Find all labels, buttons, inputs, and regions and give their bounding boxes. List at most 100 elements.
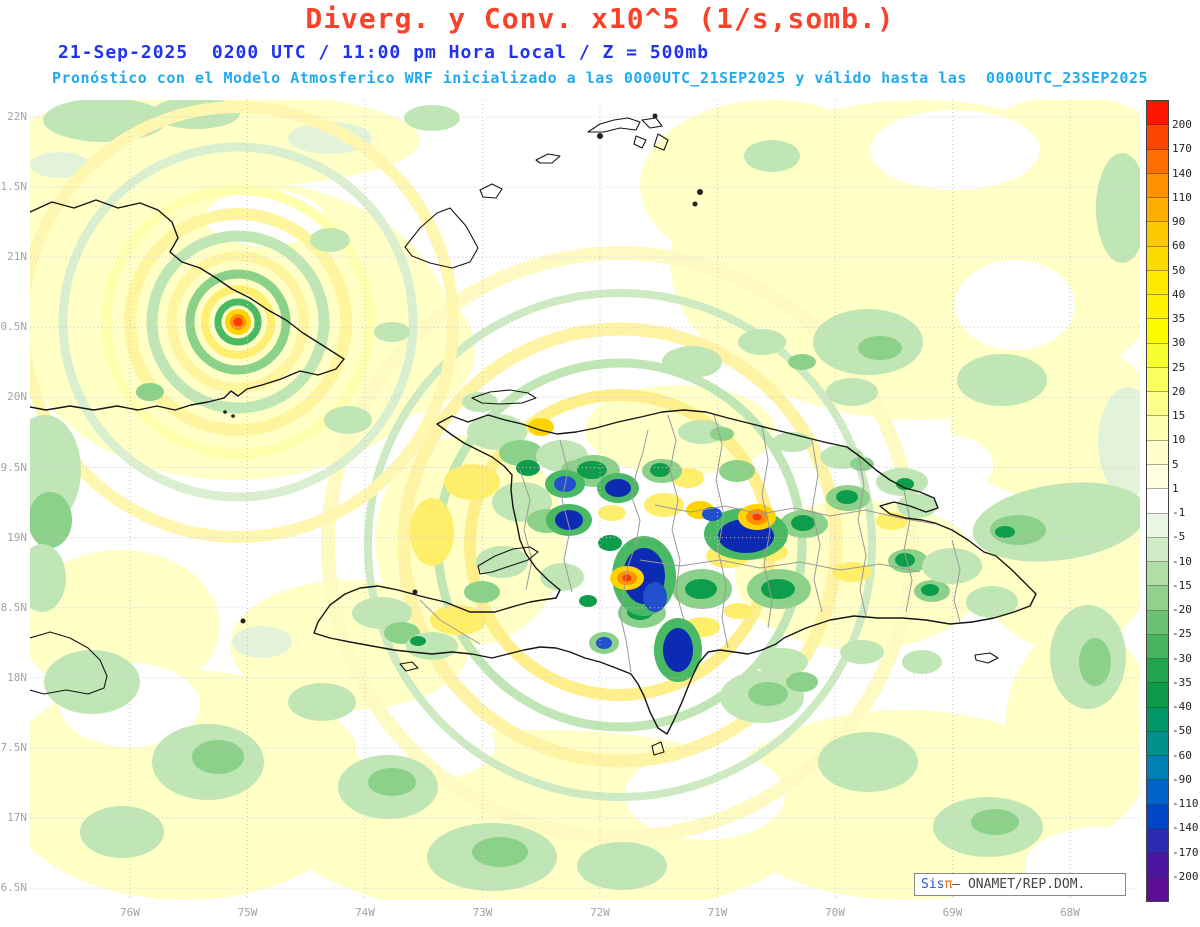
- lat-tick-label: 17N: [7, 811, 27, 824]
- colorbar-tick-label: -1: [1172, 506, 1186, 520]
- lon-tick-label: 75W: [237, 906, 258, 919]
- colorbar-segment: [1147, 125, 1168, 150]
- attribution-brand: Sis: [921, 877, 945, 892]
- colorbar-segment: [1147, 246, 1168, 271]
- coastlines-layer: [30, 113, 1037, 756]
- colorbar-segment: [1147, 756, 1168, 781]
- colorbar-tick-label: -170: [1172, 845, 1199, 859]
- colorbar-segment: [1147, 319, 1168, 344]
- subtitle-model: Pronóstico con el Modelo Atmosferico WRF…: [51, 69, 1149, 87]
- lat-tick-label: 6.5N: [0, 881, 28, 895]
- navassa-island: [240, 618, 246, 624]
- colorbar-tick-label: 200: [1172, 118, 1192, 132]
- colorbar-segment: [1147, 464, 1168, 490]
- colorbar-segment: [1147, 513, 1168, 538]
- cuba-coastline: [30, 199, 345, 411]
- colorbar-tick-label: 10: [1172, 433, 1186, 447]
- colorbar-tick-label: -140: [1172, 821, 1199, 835]
- caicos-islands: [535, 113, 669, 164]
- colorbar-segment: [1147, 683, 1168, 708]
- attribution-symbol: π: [944, 877, 953, 892]
- colorbar-segment: [1147, 659, 1168, 684]
- tortuga-island: [471, 389, 537, 405]
- colorbar-segment: [1147, 731, 1168, 757]
- colorbar-tick-label: 140: [1172, 166, 1192, 180]
- attribution-text: — ONAMET/REP.DOM.: [952, 877, 1086, 892]
- colorbar-tick-label: -40: [1172, 700, 1192, 714]
- colorbar-tick-label: 25: [1172, 360, 1186, 374]
- haiti-dr-border: [619, 429, 649, 673]
- colorbar-segment: [1147, 440, 1168, 465]
- cayemites-island: [412, 589, 418, 595]
- page-title: Diverg. y Conv. x10^5 (1/s,somb.): [305, 2, 895, 35]
- colorbar-segment: [1147, 634, 1168, 660]
- gonave-island: [477, 546, 539, 575]
- colorbar-tick-label: 40: [1172, 287, 1186, 301]
- colorbar-tick-label: -10: [1172, 554, 1192, 568]
- colorbar-tick-label: -110: [1172, 797, 1199, 811]
- colorbar-tick-label: -5: [1172, 530, 1186, 544]
- beata-island: [651, 741, 665, 756]
- colorbar-segment: [1147, 392, 1168, 417]
- colorbar-tick-label: 50: [1172, 263, 1186, 277]
- colorbar-tick-label: -30: [1172, 651, 1192, 665]
- colorbar-segment: [1147, 828, 1168, 854]
- lon-tick-label: 70W: [825, 906, 845, 919]
- colorbar-tick-label: 1: [1172, 481, 1179, 495]
- colorbar-segment: [1147, 270, 1168, 296]
- colorbar-segment: [1147, 562, 1168, 587]
- colorbar-tick-label: -200: [1172, 869, 1199, 883]
- lat-tick-label: 0.5N: [0, 320, 28, 334]
- turks-islands: [692, 189, 703, 207]
- colorbar-segment: [1147, 173, 1168, 199]
- colorbar-tick-label: 60: [1172, 239, 1186, 253]
- colorbar-tick-label: 35: [1172, 312, 1186, 326]
- subtitle-datetime: 21-Sep-2025 0200 UTC / 11:00 pm Hora Loc…: [58, 42, 710, 63]
- colorbar-segment: [1147, 610, 1168, 635]
- hispaniola-coastline: [313, 409, 1037, 735]
- colorbar-tick-label: -20: [1172, 603, 1192, 617]
- admin-borders-layer: [419, 413, 961, 673]
- colorbar-tick-label: 15: [1172, 409, 1186, 423]
- lon-tick-label: 74W: [355, 906, 375, 919]
- colorbar-tick-label: -15: [1172, 578, 1192, 592]
- colorbar-segment: [1147, 149, 1168, 174]
- lat-tick-label: 22N: [7, 110, 27, 123]
- colorbar-segment: [1147, 537, 1168, 563]
- gridlines-layer: [30, 100, 1140, 900]
- colorbar-segment: [1147, 343, 1168, 368]
- colorbar-tick-label: 170: [1172, 142, 1192, 156]
- colorbar-segment: [1147, 707, 1168, 732]
- colorbar-segment: [1147, 222, 1168, 247]
- lat-tick-label: 9.5N: [0, 460, 28, 474]
- lon-tick-label: 73W: [472, 906, 493, 919]
- colorbar-tick-label: 30: [1172, 336, 1186, 350]
- colorbar-segment: [1147, 780, 1168, 805]
- colorbar-tick-label: -50: [1172, 724, 1192, 738]
- lon-tick-label: 72W: [590, 906, 610, 919]
- cuba-spiral: [30, 101, 459, 543]
- great-inagua-island: [404, 207, 479, 269]
- lat-tick-label: 20N: [7, 390, 27, 404]
- colorbar-segment: [1147, 367, 1168, 393]
- jamaica-coastline: [30, 631, 108, 695]
- colorbar-tick-label: 90: [1172, 215, 1186, 229]
- lon-tick-label: 69W: [942, 906, 963, 919]
- colorbar-segment: [1147, 877, 1168, 901]
- little-inagua-island: [479, 183, 503, 199]
- lat-tick-label: 19N: [7, 530, 27, 544]
- colorbar-tick-label: 5: [1172, 457, 1179, 471]
- colorbar-segment: [1147, 295, 1168, 320]
- attribution-box: Sisπ— ONAMET/REP.DOM.: [914, 873, 1126, 896]
- shading-layer: [30, 100, 1140, 900]
- colorbar-segment: [1147, 853, 1168, 878]
- colorbar-tick-label: -25: [1172, 627, 1192, 641]
- colorbar-tick-label: 110: [1172, 190, 1192, 204]
- colorbar-tick-label: -90: [1172, 772, 1192, 786]
- colorbar-tick-label: -60: [1172, 748, 1192, 762]
- colorbar-tick-label: -35: [1172, 675, 1192, 689]
- colorbar-segment: [1147, 101, 1168, 126]
- colorbar-segment: [1147, 489, 1168, 514]
